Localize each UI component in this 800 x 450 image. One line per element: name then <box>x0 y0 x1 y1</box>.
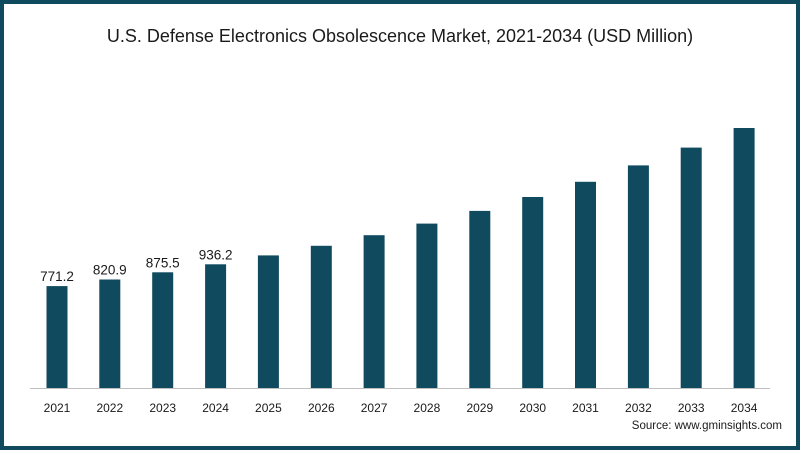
x-tick-label-2026: 2026 <box>308 401 335 415</box>
x-tick-label-2022: 2022 <box>96 401 123 415</box>
bar-2033 <box>680 147 702 388</box>
data-label-2024: 936.2 <box>199 247 233 262</box>
bar-2030 <box>522 197 544 388</box>
bar-2023 <box>152 272 174 388</box>
x-tick-label-2030: 2030 <box>519 401 546 415</box>
bar-2031 <box>575 181 596 388</box>
x-tick-label-2025: 2025 <box>255 401 282 415</box>
x-tick-label-2021: 2021 <box>44 401 71 415</box>
bar-2034 <box>733 128 755 388</box>
data-label-2023: 875.5 <box>146 255 180 270</box>
bar-2021 <box>46 286 68 388</box>
bar-2028 <box>416 223 438 388</box>
bar-group <box>46 128 755 388</box>
x-tick-label-2034: 2034 <box>731 401 758 415</box>
bar-2024 <box>205 264 227 388</box>
bar-2032 <box>627 165 649 388</box>
chart-title: U.S. Defense Electronics Obsolescence Ma… <box>106 26 694 46</box>
bar-2029 <box>469 210 491 388</box>
x-tick-label-2027: 2027 <box>361 401 388 415</box>
x-tick-label-2033: 2033 <box>678 401 705 415</box>
bar-2025 <box>257 255 279 388</box>
data-label-2022: 820.9 <box>93 263 127 278</box>
x-tick-label-2024: 2024 <box>202 401 229 415</box>
bar-2026 <box>310 245 332 388</box>
x-tick-label-2031: 2031 <box>572 401 599 415</box>
x-tick-label-2032: 2032 <box>625 401 652 415</box>
x-tick-label-2028: 2028 <box>414 401 441 415</box>
data-label-group: 771.2 820.9 875.5 936.2 <box>40 247 232 284</box>
bar-2022 <box>99 279 121 388</box>
x-tick-label-group: 2021 2022 2023 2024 2025 2026 2027 2028 2029 2030… <box>44 401 758 415</box>
x-tick-label-2023: 2023 <box>149 401 176 415</box>
data-label-2021: 771.2 <box>40 269 74 284</box>
x-tick-label-2029: 2029 <box>466 401 493 415</box>
source-note: Source: www.gminsights.com <box>631 420 782 432</box>
bar-2027 <box>363 235 385 388</box>
